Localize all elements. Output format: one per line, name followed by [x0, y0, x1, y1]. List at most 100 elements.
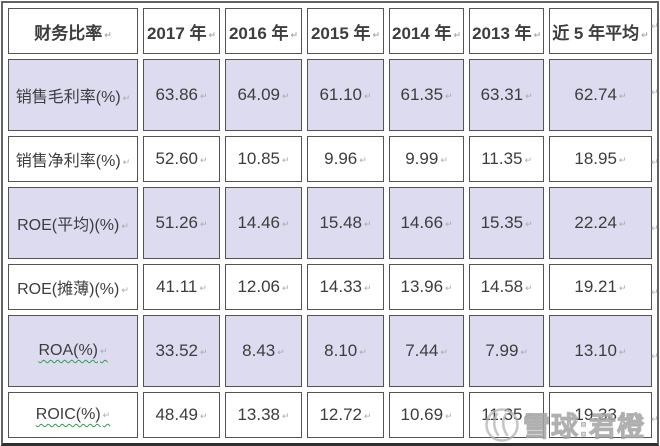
cell-value: 63.31 — [481, 85, 533, 105]
cell-value: 10.69 — [401, 405, 453, 425]
table-row-net-margin: 销售净利率(%) 52.60 10.85 9.96 9.99 11.35 18.… — [8, 136, 652, 182]
cell-value: 61.35 — [401, 85, 453, 105]
header-label: 2014 年 — [392, 19, 461, 44]
table-cell: 63.86 — [143, 59, 220, 131]
end-of-row-mark: ↵ — [651, 351, 659, 361]
row-label: 销售净利率(%) — [16, 147, 130, 171]
cell-value: 11.35 — [481, 405, 532, 425]
header-label: 财务比率 — [34, 19, 112, 44]
cell-value: 14.58 — [481, 277, 533, 297]
table-cell: 12.06 — [225, 264, 302, 310]
cell-value: 19.33 — [574, 405, 626, 425]
cell-value: 12.72 — [319, 405, 371, 425]
end-of-row-mark: ↵ — [651, 287, 659, 297]
table-cell: 19.33 — [549, 392, 652, 438]
table-cell: 8.10 — [307, 315, 384, 387]
cell-value: 13.10 — [574, 341, 626, 361]
cell-value: 13.96 — [401, 277, 453, 297]
cell-value: 22.24 — [574, 213, 626, 233]
table-row-roa: ROA(%) 33.52 8.43 8.10 7.44 7.99 13.10 — [8, 315, 652, 387]
cell-value: 9.99 — [405, 149, 448, 169]
cell-value: 52.60 — [155, 149, 207, 169]
header-cell-2014: 2014 年 — [389, 8, 465, 54]
cell-value: 13.38 — [237, 405, 289, 425]
table-cell: 11.35 — [469, 136, 545, 182]
table-cell: 10.69 — [389, 392, 465, 438]
table-header-row: 财务比率 2017 年 2016 年 2015 年 2014 年 2013 年 … — [8, 8, 652, 54]
table-cell: 14.33 — [307, 264, 384, 310]
table-cell: 62.74 — [549, 59, 652, 131]
table-cell: 7.99 — [469, 315, 545, 387]
row-label: ROA(%) — [38, 342, 107, 360]
table-cell: 41.11 — [143, 264, 220, 310]
end-of-row-mark: ↵ — [651, 87, 659, 97]
table-cell: 33.52 — [143, 315, 220, 387]
cell-value: 19.21 — [574, 277, 626, 297]
table-cell: 15.48 — [307, 187, 384, 259]
table-cell: 15.35 — [469, 187, 545, 259]
cell-value: 8.10 — [324, 341, 367, 361]
header-label: 2013 年 — [472, 19, 541, 44]
end-of-row-mark: ↵ — [651, 21, 659, 31]
end-of-row-mark: ↵ — [651, 414, 659, 424]
table-cell: 61.35 — [389, 59, 465, 131]
table-cell: 11.35 — [469, 392, 545, 438]
header-cell-2015: 2015 年 — [307, 8, 384, 54]
table-cell: 18.95 — [549, 136, 652, 182]
table-cell: 12.72 — [307, 392, 384, 438]
row-label-cell: ROE(摊薄)(%) — [8, 264, 138, 310]
row-label: ROE(摊薄)(%) — [17, 275, 129, 299]
row-label: ROE(平均)(%) — [17, 211, 129, 235]
table-cell: 51.26 — [143, 187, 220, 259]
table-cell: 22.24 — [549, 187, 652, 259]
table-cell: 61.10 — [307, 59, 384, 131]
header-label: 2017 年 — [147, 19, 216, 44]
cell-value: 51.26 — [155, 213, 207, 233]
header-cell-2017: 2017 年 — [143, 8, 220, 54]
table-cell: 7.44 — [389, 315, 465, 387]
row-label-cell: ROE(平均)(%) — [8, 187, 138, 259]
table-cell: 9.96 — [307, 136, 384, 182]
header-label: 2016 年 — [229, 19, 298, 44]
table-cell: 13.10 — [549, 315, 652, 387]
table-row-roe-diluted: ROE(摊薄)(%) 41.11 12.06 14.33 13.96 14.58… — [8, 264, 652, 310]
table-cell: 63.31 — [469, 59, 545, 131]
cell-value: 15.35 — [481, 213, 533, 233]
header-cell-5yr-avg: 近 5 年平均 — [549, 8, 652, 54]
cell-value: 12.06 — [237, 277, 289, 297]
header-cell-ratio: 财务比率 — [8, 8, 138, 54]
cell-value: 8.43 — [242, 341, 285, 361]
cell-value: 10.85 — [237, 149, 289, 169]
table-cell: 13.38 — [225, 392, 302, 438]
cell-value: 41.11 — [156, 277, 207, 297]
row-label: 销售毛利率(%) — [16, 83, 130, 107]
cell-value: 18.95 — [574, 149, 626, 169]
cell-value: 14.33 — [319, 277, 371, 297]
table-cell: 14.66 — [389, 187, 465, 259]
table-row-roe-average: ROE(平均)(%) 51.26 14.46 15.48 14.66 15.35… — [8, 187, 652, 259]
header-cell-2013: 2013 年 — [469, 8, 545, 54]
table-cell: 13.96 — [389, 264, 465, 310]
cell-value: 33.52 — [155, 341, 207, 361]
cell-value: 14.46 — [237, 213, 289, 233]
table-cell: 10.85 — [225, 136, 302, 182]
end-of-row-mark: ↵ — [651, 223, 659, 233]
cell-value: 63.86 — [155, 85, 207, 105]
cell-value: 64.09 — [237, 85, 289, 105]
cell-value: 48.49 — [155, 405, 207, 425]
row-label-cell: 销售毛利率(%) — [8, 59, 138, 131]
row-label-cell: 销售净利率(%) — [8, 136, 138, 182]
cell-value: 15.48 — [319, 213, 371, 233]
row-label-cell: ROIC(%) — [8, 392, 138, 438]
row-label-cell: ROA(%) — [8, 315, 138, 387]
table-cell: 48.49 — [143, 392, 220, 438]
cell-value: 61.10 — [319, 85, 371, 105]
row-label: ROIC(%) — [36, 406, 110, 424]
cell-value: 9.96 — [324, 149, 367, 169]
table-cell: 52.60 — [143, 136, 220, 182]
table-cell: 14.58 — [469, 264, 545, 310]
table-row-roic: ROIC(%) 48.49 13.38 12.72 10.69 11.35 19… — [8, 392, 652, 438]
table-row-gross-margin: 销售毛利率(%) 63.86 64.09 61.10 61.35 63.31 6… — [8, 59, 652, 131]
